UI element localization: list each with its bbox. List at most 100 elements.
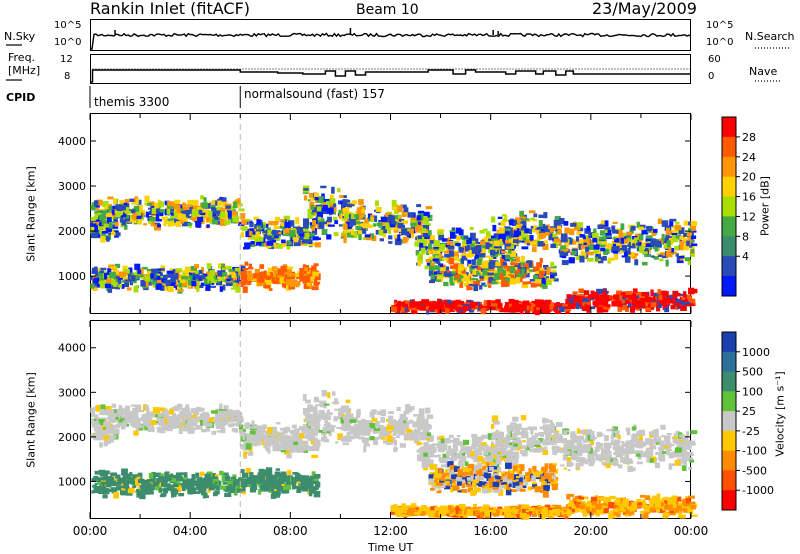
power-data-cell [129, 198, 137, 202]
power-data-cell [469, 226, 474, 230]
power-data-cell [440, 304, 446, 310]
power-data-cell [237, 198, 241, 204]
power-data-cell [311, 286, 319, 291]
power-data-cell [572, 250, 577, 256]
velocity-data-cell [254, 429, 261, 436]
power-data-cell [435, 279, 441, 282]
power-data-cell [114, 276, 120, 279]
velocity-data-cell [399, 413, 407, 421]
power-data-cell [645, 238, 652, 242]
power-ytick-label: 3000 [58, 180, 86, 193]
velocity-data-cell [222, 482, 229, 485]
velocity-data-cell [424, 456, 431, 462]
power-data-cell [145, 211, 150, 218]
power-data-cell [620, 237, 624, 244]
power-data-cell [457, 305, 464, 308]
velocity-data-cell [165, 474, 172, 481]
velocity-data-cell [109, 480, 117, 484]
velocity-data-cell [487, 433, 493, 440]
power-data-cell [425, 259, 430, 263]
velocity-data-cell [156, 478, 161, 483]
power-data-cell [416, 215, 422, 221]
velocity-data-cell [440, 457, 448, 460]
power-data-cell [273, 274, 277, 278]
velocity-data-cell [183, 416, 188, 419]
power-data-cell [686, 240, 690, 247]
power-data-cell [428, 238, 435, 244]
velocity-data-cell [257, 425, 265, 433]
power-data-cell [390, 215, 395, 223]
power-data-cell [500, 259, 504, 267]
power-data-cell [690, 288, 696, 294]
power-data-cell [176, 208, 181, 214]
power-data-cell [450, 265, 455, 269]
velocity-data-cell [143, 419, 148, 426]
power-data-cell [410, 222, 417, 226]
velocity-data-cell [338, 413, 342, 418]
power-data-cell [310, 197, 314, 201]
velocity-data-cell [478, 442, 484, 448]
power-data-cell [130, 273, 134, 276]
noise-right-tick-top: 10^5 [706, 20, 734, 31]
power-data-cell [190, 266, 197, 271]
velocity-data-cell [137, 425, 144, 429]
power-data-cell [171, 274, 179, 279]
power-data-cell [541, 277, 546, 285]
power-data-cell [665, 230, 673, 235]
velocity-data-cell [282, 486, 288, 491]
velocity-data-cell [419, 442, 423, 445]
velocity-data-cell [248, 446, 253, 454]
velocity-data-cell [293, 449, 299, 453]
velocity-data-cell [132, 485, 137, 488]
power-data-cell [263, 234, 270, 239]
power-data-cell [669, 218, 677, 222]
velocity-data-cell [319, 402, 325, 406]
velocity-data-cell [460, 458, 467, 462]
cpid-mode-1: themis 3300 [94, 95, 170, 109]
velocity-data-cell [474, 467, 479, 471]
power-data-cell [315, 216, 319, 219]
velocity-data-cell [405, 427, 409, 430]
velocity-data-cell [245, 468, 251, 474]
velocity-data-cell [139, 492, 146, 500]
power-data-cell [669, 219, 674, 227]
power-data-cell [364, 234, 371, 238]
velocity-data-cell [247, 426, 254, 429]
velocity-data-cell [306, 483, 312, 488]
power-data-cell [248, 220, 253, 223]
velocity-data-cell [195, 472, 200, 479]
velocity-data-cell [428, 459, 433, 462]
power-data-cell [521, 276, 526, 279]
power-data-cell [396, 304, 403, 311]
velocity-data-cell [170, 417, 175, 420]
velocity-data-cell [270, 488, 275, 492]
power-data-cell [443, 250, 450, 254]
power-data-cell [569, 238, 573, 243]
power-data-cell [501, 275, 508, 283]
power-data-cell [182, 216, 188, 222]
velocity-data-cell [250, 439, 257, 447]
power-data-cell [137, 218, 142, 223]
velocity-data-cell [213, 491, 218, 497]
power-data-cell [624, 294, 630, 298]
velocity-data-cell [105, 427, 113, 435]
power-data-cell [275, 236, 281, 241]
velocity-data-cell [191, 487, 199, 491]
power-data-cell [163, 218, 168, 224]
velocity-data-cell [166, 419, 171, 422]
power-data-cell [135, 211, 142, 216]
power-data-cell [137, 213, 143, 219]
power-data-cell [564, 304, 572, 309]
power-data-cell [417, 210, 425, 216]
power-data-cell [261, 224, 266, 229]
velocity-data-cell [322, 426, 327, 432]
power-data-cell [357, 230, 363, 236]
velocity-data-cell [102, 473, 108, 481]
power-data-cell [252, 273, 259, 276]
power-data-cell [458, 264, 464, 270]
power-data-cell [487, 306, 494, 310]
power-data-cell [429, 280, 435, 284]
power-data-cell [603, 295, 610, 302]
power-data-cell [338, 224, 346, 227]
velocity-data-cell [426, 436, 434, 442]
